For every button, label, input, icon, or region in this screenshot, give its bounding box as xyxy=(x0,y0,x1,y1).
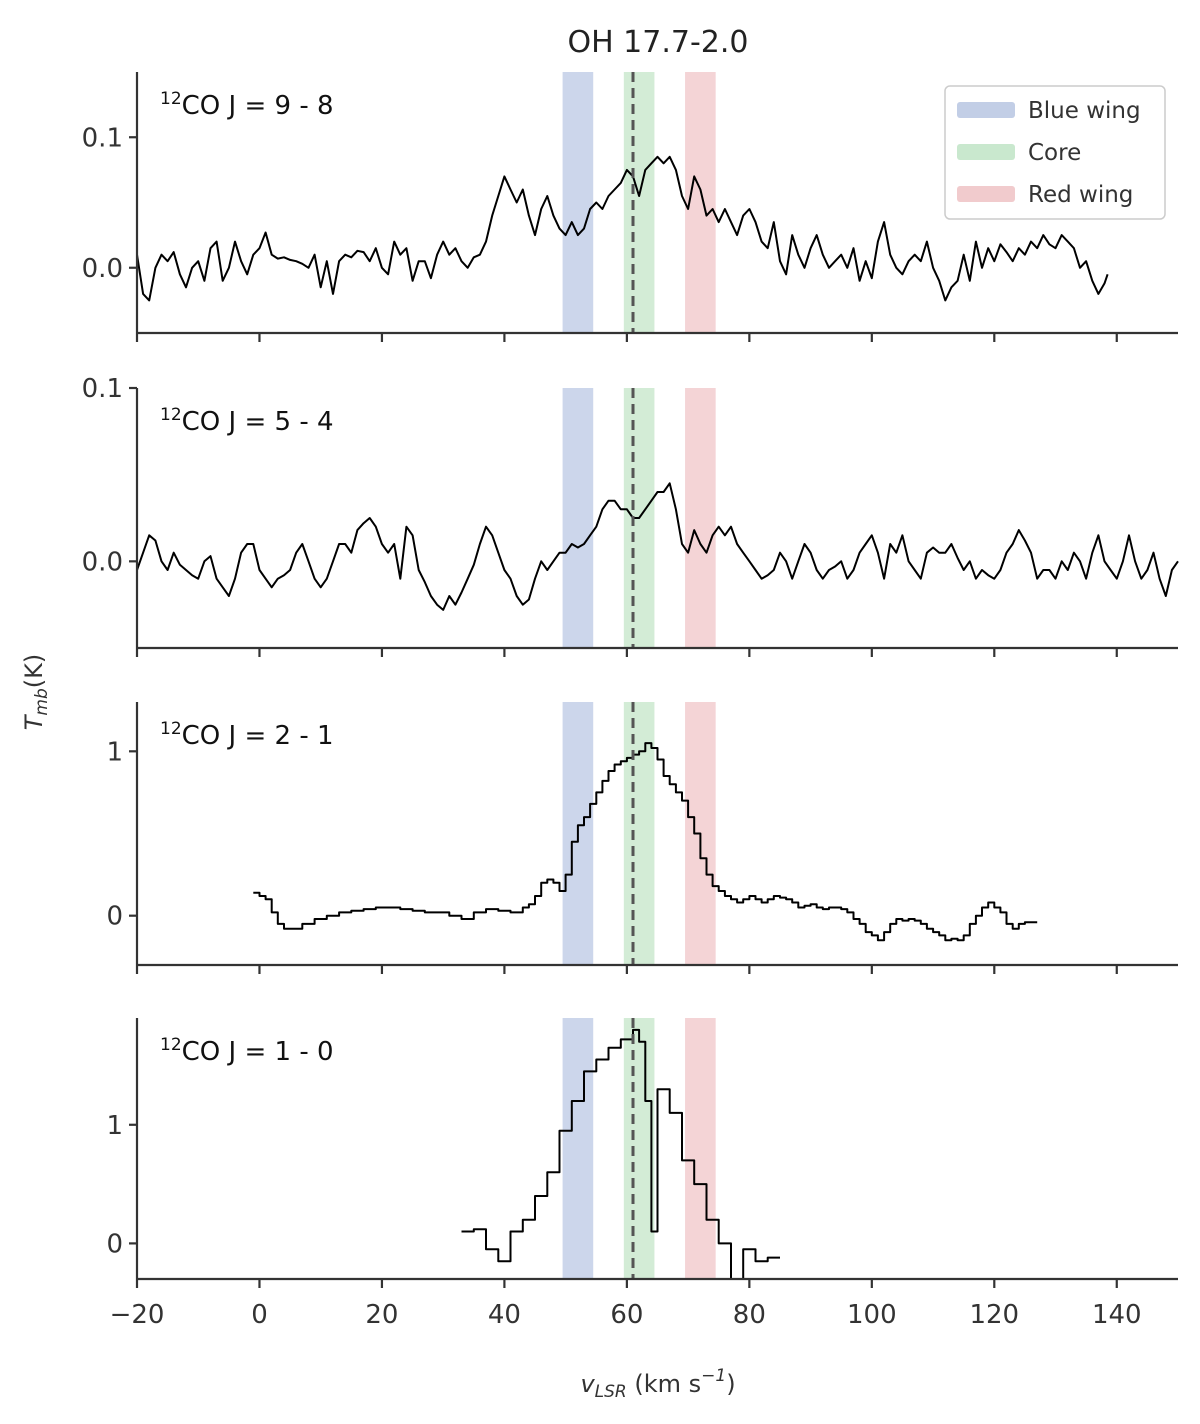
panel-label-transition: CO J = 1 - 0 xyxy=(182,1037,334,1067)
x-axis-label-exp: −1 xyxy=(701,1366,726,1386)
panel-label-isotope: 12 xyxy=(160,89,182,109)
y-axis-label-main: T xyxy=(20,713,48,730)
panel-label: 12CO J = 1 - 0 xyxy=(160,1035,334,1067)
panel-label: 12CO J = 5 - 4 xyxy=(160,405,334,437)
spectrum-line xyxy=(253,742,1038,942)
y-axis-label: Tmb(K) xyxy=(20,654,52,731)
x-tick-label: 80 xyxy=(733,1300,766,1330)
legend-label: Blue wing xyxy=(1028,98,1141,124)
panel-1: 0.0 0.1 12CO J = 9 - 8 xyxy=(82,72,1178,342)
x-axis-label-close: ) xyxy=(726,1370,735,1398)
panel-label-transition: CO J = 9 - 8 xyxy=(182,91,334,121)
legend: Blue wing Core Red wing xyxy=(944,85,1166,220)
legend-swatch-core xyxy=(957,144,1015,160)
panel-3: 0 1 12CO J = 2 - 1 xyxy=(106,702,1178,974)
legend-label: Core xyxy=(1028,140,1081,166)
x-axis-label: vLSR (km s−1) xyxy=(580,1366,735,1402)
chart-title: OH 17.7-2.0 xyxy=(567,25,748,60)
legend-swatch-red-wing xyxy=(957,186,1015,202)
spectrum-line xyxy=(136,155,1109,302)
panel-label: 12CO J = 2 - 1 xyxy=(160,719,334,751)
legend-box xyxy=(944,85,1166,220)
x-tick-label: 20 xyxy=(365,1300,398,1330)
panel-4: 0 1 12CO J = 1 - 0 xyxy=(106,1018,1178,1288)
panel-label: 12CO J = 9 - 8 xyxy=(160,89,334,121)
panel-label-isotope: 12 xyxy=(160,405,182,425)
panel-label-isotope: 12 xyxy=(160,1035,182,1055)
x-axis-label-sub: LSR xyxy=(595,1382,627,1402)
band-core xyxy=(623,702,655,965)
panel-label-transition: CO J = 2 - 1 xyxy=(182,721,334,751)
x-tick-label: −20 xyxy=(110,1300,165,1330)
band-core xyxy=(623,1018,655,1279)
legend-label: Red wing xyxy=(1028,182,1133,208)
y-tick-label: 0 xyxy=(106,902,123,932)
x-tick-label: 60 xyxy=(610,1300,643,1330)
panel-2: 0.0 0.1 12CO J = 5 - 4 xyxy=(82,374,1179,657)
y-axis-label-units: (K) xyxy=(20,654,48,688)
x-tick-label: 120 xyxy=(969,1300,1019,1330)
x-tick-label: 40 xyxy=(488,1300,521,1330)
x-axis-label-units: (km s xyxy=(627,1370,701,1398)
band-red-wing xyxy=(685,388,716,648)
band-red-wing xyxy=(685,1018,716,1279)
panel-label-transition: CO J = 5 - 4 xyxy=(182,407,334,437)
y-tick-label: 0.1 xyxy=(82,374,123,404)
spectrum-line xyxy=(136,482,1179,611)
x-tick-label: 140 xyxy=(1092,1300,1142,1330)
band-blue-wing xyxy=(562,72,594,333)
panel-label-isotope: 12 xyxy=(160,719,182,739)
y-tick-label: 1 xyxy=(106,737,123,767)
y-tick-label: 0.1 xyxy=(82,123,123,153)
y-tick-label: 0 xyxy=(106,1229,123,1259)
x-tick-label: 0 xyxy=(251,1300,268,1330)
x-axis: −20 0 20 40 60 80 100 120 140 xyxy=(110,1300,1142,1330)
band-blue-wing xyxy=(562,1018,594,1279)
band-blue-wing xyxy=(562,388,594,648)
x-tick-label: 100 xyxy=(847,1300,897,1330)
y-axis-label-sub: mb xyxy=(32,688,52,715)
y-tick-label: 0.0 xyxy=(82,254,123,284)
spectrum-line xyxy=(461,1028,780,1280)
band-core xyxy=(623,72,655,333)
y-tick-label: 0.0 xyxy=(82,547,123,577)
y-tick-label: 1 xyxy=(106,1111,123,1141)
x-axis-label-main: v xyxy=(580,1370,595,1398)
legend-swatch-blue-wing xyxy=(957,102,1015,118)
